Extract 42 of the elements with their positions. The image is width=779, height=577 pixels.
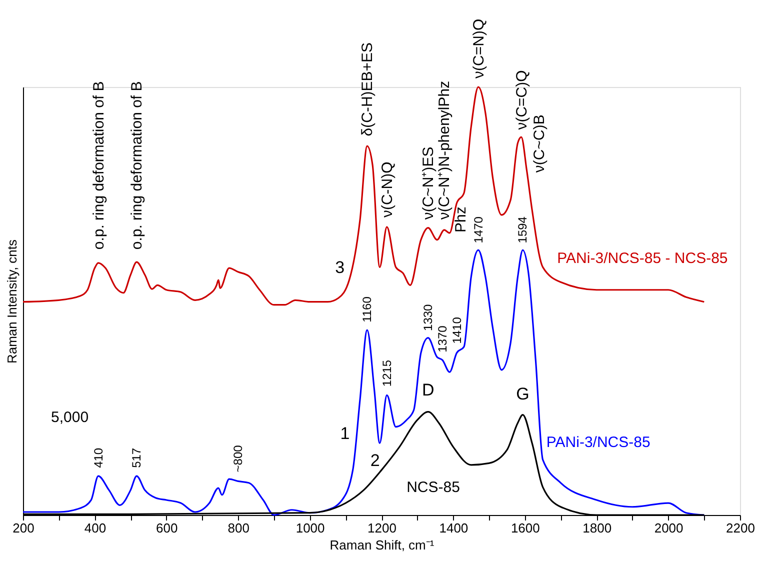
x-tick-label: 2000 (654, 520, 684, 536)
series-label: NCS-85 (406, 479, 460, 496)
annotation: o.p. ring deformation of B (90, 81, 108, 250)
x-tick-label: 400 (84, 520, 106, 536)
annotation: 5,000 (51, 409, 89, 426)
annotation: δ(C-H)EB+ES (359, 42, 376, 136)
annotation: ν(C-N)Q (378, 162, 396, 218)
annotation: 3 (335, 258, 345, 278)
annotation: 1160 (360, 296, 374, 322)
annotation: 1215 (380, 360, 394, 387)
x-tick-label: 1000 (296, 520, 325, 536)
annotation: ν(C=C)Q (513, 70, 530, 130)
series-label: PANi-3/NCS-85 (546, 434, 650, 452)
annotation: 517 (130, 448, 144, 468)
annotation: 1330 (421, 304, 436, 331)
x-tick-label: 200 (12, 520, 34, 536)
x-tick-label: 1400 (439, 520, 468, 536)
annotation: ~800 (231, 444, 246, 472)
annotation: Phz (452, 206, 470, 233)
x-tick-label: 800 (228, 520, 250, 536)
annotation: 410 (91, 448, 106, 468)
annotation: 1 (340, 424, 350, 444)
annotation: 1594 (516, 216, 530, 244)
annotation: G (516, 384, 530, 404)
annotation: 2 (370, 451, 380, 470)
annotation: 1470 (471, 216, 486, 244)
annotation: ν(C~C)B (531, 114, 548, 173)
x-axis-title: Raman Shift, cm⁻¹ (330, 538, 435, 552)
annotation: D (422, 380, 434, 400)
annotation: 1410 (450, 316, 464, 344)
x-tick-label: 600 (156, 520, 178, 536)
series-label: PANi-3/NCS-85 - NCS-85 (557, 250, 728, 268)
x-tick-label: 2200 (726, 520, 755, 536)
annotation: ν(C~N⁺)N-phenylPhz (436, 80, 454, 220)
annotation: ν(C~N⁺)ES (420, 146, 438, 220)
annotation: 1370 (435, 325, 450, 352)
text: ν(C=N)Q (470, 18, 488, 78)
annotation: o.p. ring deformation of B (128, 81, 146, 250)
x-tick-label: 1600 (510, 520, 540, 536)
x-tick-label: 1200 (368, 520, 396, 536)
x-tick-label: 1800 (582, 520, 612, 536)
y-axis-title: Raman Intensity, cnts (4, 238, 20, 364)
